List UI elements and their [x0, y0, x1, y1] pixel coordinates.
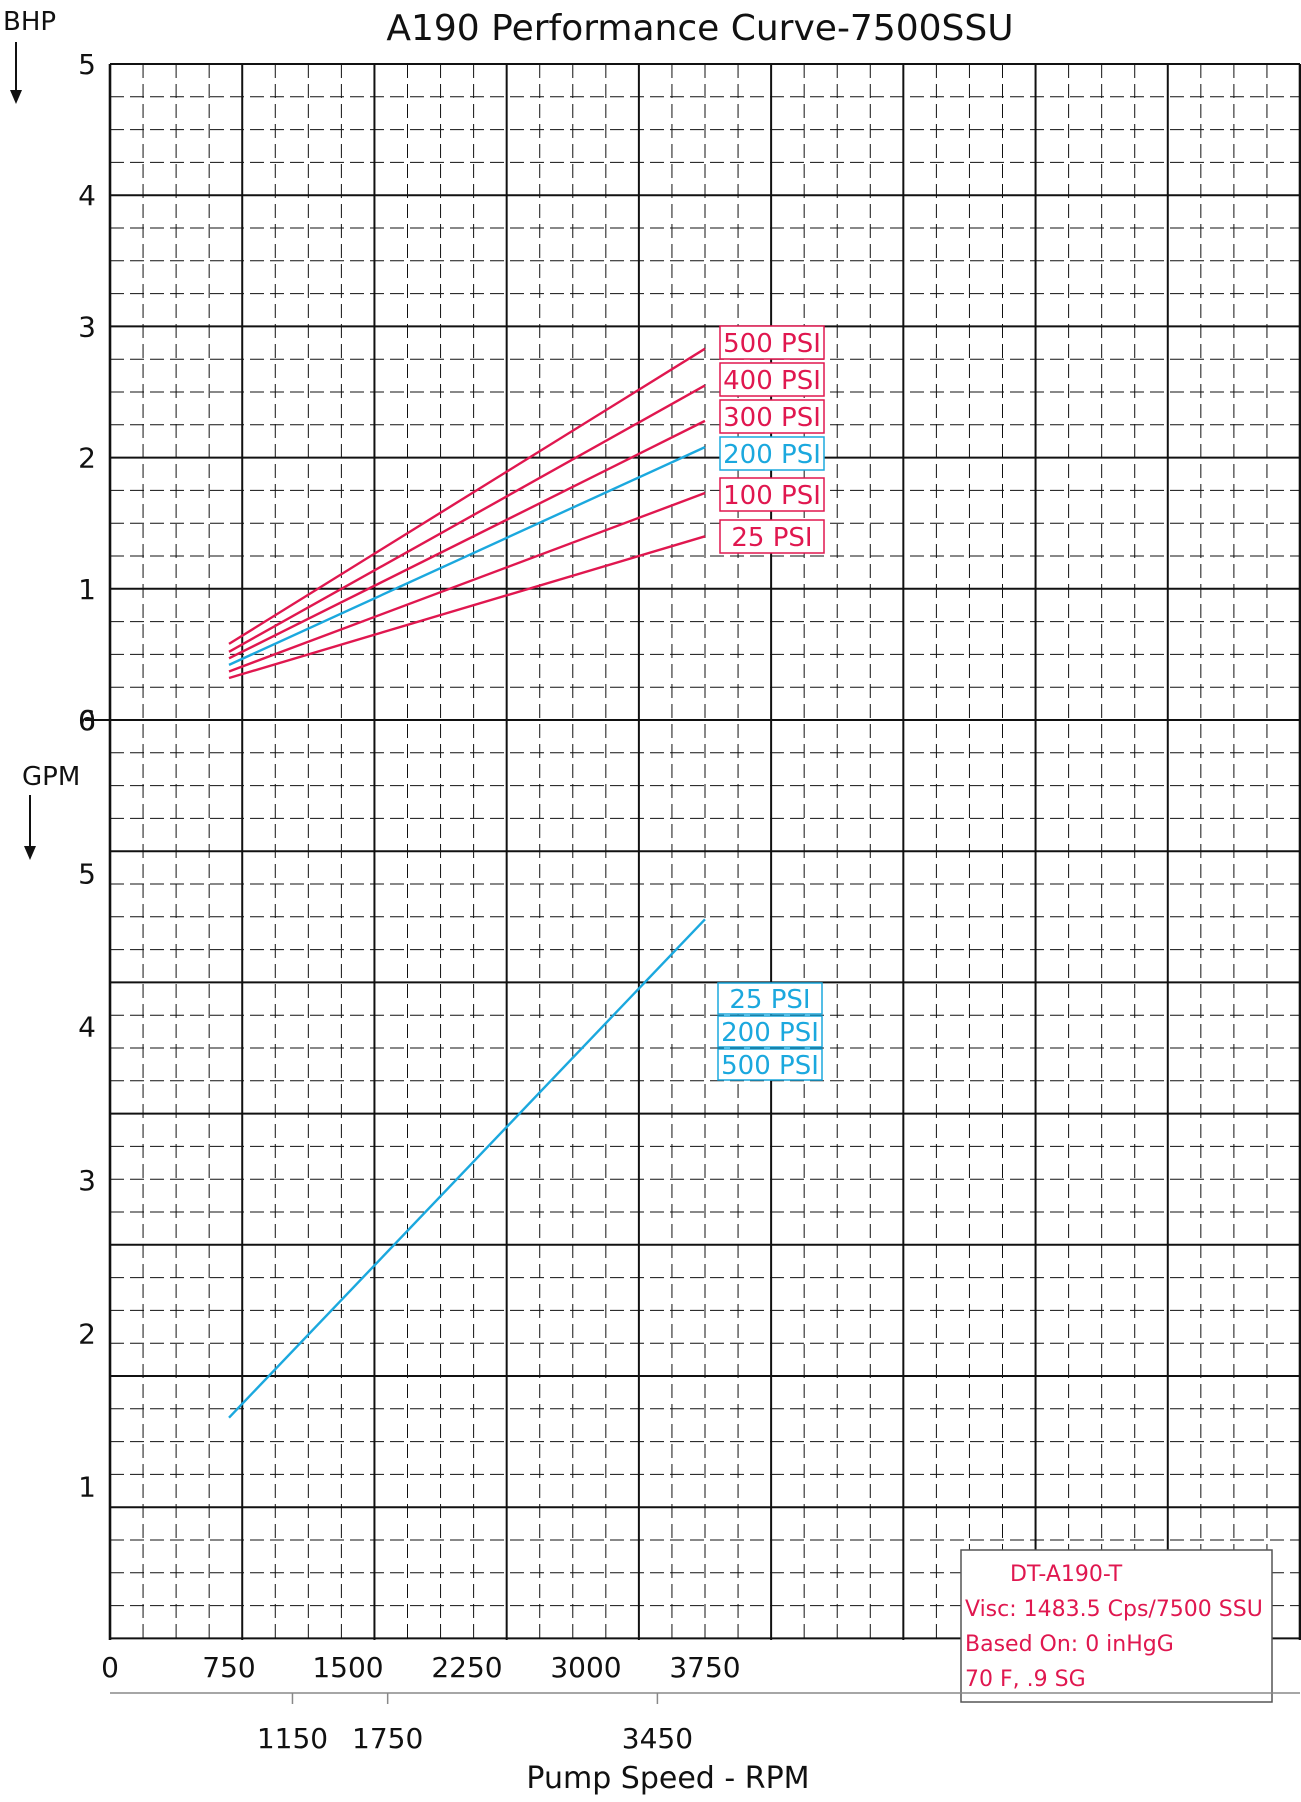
x-tick-labels: 0 750 1500 2250 3000 3750	[101, 1651, 741, 1684]
bhp-tick-labels: 0 1 2 3 4 5	[78, 48, 96, 737]
bhp-tick-label: 3	[78, 310, 96, 343]
gpm-tick-label: 4	[78, 1011, 96, 1044]
gpm-axis-label: GPM	[22, 762, 80, 792]
gpm-tick-label: 3	[78, 1164, 96, 1197]
secondary-x-tick-label: 3450	[622, 1722, 693, 1755]
bhp-label-100-psi: 100 PSI	[719, 477, 825, 512]
bhp-axis-label: BHP	[3, 7, 56, 37]
bhp-label-500-psi: 500 PSI	[719, 325, 825, 360]
bhp-line-300-psi	[228, 419, 706, 660]
bhp-legend: 500 PSI 400 PSI 300 PSI 200 PSI 100 PSI …	[719, 325, 825, 554]
secondary-x-tick-labels: 1150 1750 3450	[257, 1693, 693, 1755]
svg-text:25 PSI: 25 PSI	[729, 985, 810, 1015]
bhp-line-200-psi	[228, 446, 706, 666]
bhp-line-500-psi	[228, 347, 706, 645]
bhp-line-100-psi	[228, 491, 706, 673]
gpm-label-25-psi: 25 PSI	[717, 982, 823, 1015]
gpm-tick-label: 1	[78, 1471, 96, 1504]
gpm-tick-label: 5	[78, 857, 96, 890]
gpm-tick-label: 6	[78, 704, 96, 737]
gpm-line-25-psi-200-psi-500-psi	[228, 918, 706, 1419]
secondary-x-tick-label: 1750	[352, 1722, 423, 1755]
x-tick-label: 750	[202, 1651, 255, 1684]
chart-title: A190 Performance Curve-7500SSU	[386, 8, 1013, 49]
bhp-tick-label: 0	[78, 704, 96, 737]
svg-text:300 PSI: 300 PSI	[723, 403, 821, 433]
bhp-tick-label: 2	[78, 442, 96, 475]
gpm-label-200-psi: 200 PSI	[717, 1015, 823, 1048]
x-tick-label: 2250	[431, 1651, 502, 1684]
bhp-label-400-psi: 400 PSI	[719, 362, 825, 397]
gpm-legend: 25 PSI 200 PSI 500 PSI	[717, 982, 823, 1081]
gpm-tick-labels: 1 2 3 4 5 6	[78, 704, 96, 1504]
svg-text:25 PSI: 25 PSI	[731, 523, 812, 553]
x-tick-label: 1500	[312, 1651, 383, 1684]
bhp-tick-label: 5	[78, 48, 96, 81]
svg-text:400 PSI: 400 PSI	[723, 366, 821, 396]
svg-text:500 PSI: 500 PSI	[723, 329, 821, 359]
info-line-2: Visc: 1483.5 Cps/7500 SSU	[965, 1597, 1263, 1622]
gpm-tick-label: 2	[78, 1317, 96, 1350]
svg-text:100 PSI: 100 PSI	[723, 481, 821, 511]
bhp-tick-label: 4	[78, 179, 96, 212]
gpm-down-arrow-icon	[24, 795, 36, 860]
bhp-down-arrow-icon	[10, 42, 22, 104]
svg-text:500 PSI: 500 PSI	[721, 1051, 819, 1081]
info-box: DT-A190-T Visc: 1483.5 Cps/7500 SSU Base…	[960, 1549, 1273, 1703]
bhp-line-25-psi	[228, 535, 706, 680]
x-tick-label: 3000	[550, 1651, 621, 1684]
series-lines	[228, 347, 706, 1419]
bhp-label-300-psi: 300 PSI	[719, 399, 825, 434]
bhp-line-400-psi	[228, 384, 706, 653]
bhp-tick-label: 1	[78, 573, 96, 606]
svg-text:200 PSI: 200 PSI	[723, 440, 821, 470]
x-tick-label: 3750	[669, 1651, 740, 1684]
secondary-x-tick-label: 1150	[257, 1722, 328, 1755]
info-line-1: DT-A190-T	[1010, 1562, 1123, 1587]
svg-text:200 PSI: 200 PSI	[721, 1018, 819, 1048]
x-axis-label: Pump Speed - RPM	[526, 1761, 809, 1796]
info-line-3: Based On: 0 inHgG	[965, 1632, 1174, 1657]
gpm-label-500-psi: 500 PSI	[717, 1048, 823, 1081]
bhp-label-200-psi: 200 PSI	[719, 436, 825, 471]
bhp-label-25-psi: 25 PSI	[719, 519, 825, 554]
x-tick-label: 0	[101, 1651, 119, 1684]
info-line-4: 70 F, .9 SG	[965, 1667, 1086, 1692]
major-grid	[85, 63, 1301, 1640]
